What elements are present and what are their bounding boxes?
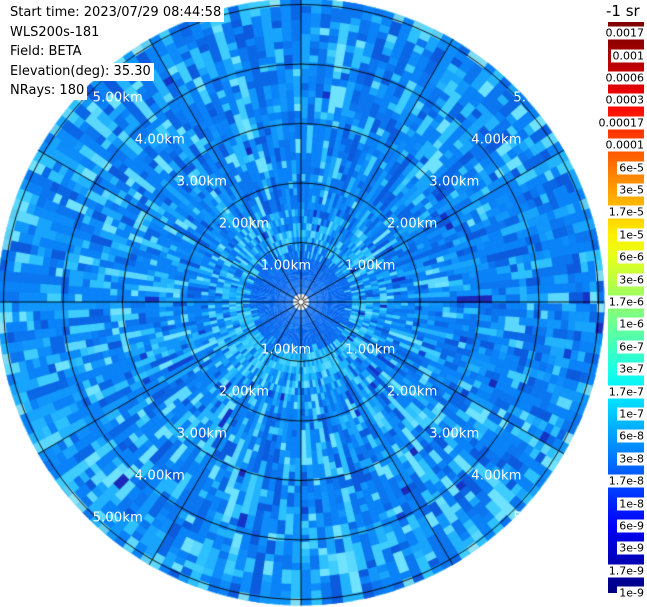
range-ring-label: 1.00km [260,342,312,358]
colorbar-tick: 6e-9 [617,519,646,533]
colorbar-tick: 0.0001 [603,138,646,152]
range-ring-label: 5.00km [92,90,143,106]
colorbar-tick: 1.7e-7 [606,385,646,399]
range-ring-label: 4.00km [471,132,522,148]
colorbar-tick: 1.7e-9 [606,564,646,578]
range-ring-label: 3.00km [429,426,480,442]
colorbar-tick: 1e-9 [617,586,646,600]
range-ring-label: 4.00km [134,468,186,484]
colorbar-tick: 0.001 [610,49,646,63]
colorbar-tick: 0.00017 [596,116,646,130]
colorbar-tick: 3e-6 [617,273,646,287]
colorbar-tick: 3e-7 [617,362,646,376]
scan-info-elevation: Elevation(deg): 35.30 [10,62,154,81]
scan-info-instrument: WLS200s-181 [10,23,103,42]
scan-info-nrays: NRays: 180 [10,82,88,101]
range-ring-label: 2.00km [218,384,270,400]
colorbar-tick: 6e-7 [617,340,646,354]
colorbar-units-title: -1 sr [606,2,640,20]
colorbar-tick: 3e-8 [617,452,646,466]
range-ring-label: 5.00km [92,510,143,526]
range-ring-label: 4.00km [134,132,186,148]
colorbar-tick: 1e-8 [617,497,646,511]
scan-info-block: Start time: 2023/07/29 08:44:58 WLS200s-… [10,4,225,102]
colorbar-tick: 6e-5 [617,161,646,175]
colorbar-tick: 1e-6 [617,317,646,331]
range-ring-label: 3.00km [176,426,228,442]
colorbar-tick: 6e-8 [617,429,646,443]
colorbar-tick: 0.0003 [603,93,646,107]
scan-info-field: Field: BETA [10,43,85,62]
range-ring-label: 5.00km [513,510,564,526]
range-ring-label: 1.00km [260,258,312,274]
range-ring-label: 2.00km [387,384,438,400]
range-ring-label: 4.00km [471,468,522,484]
colorbar-tick: 3e-9 [617,541,646,555]
colorbar-tick: 6e-6 [617,250,646,264]
range-ring-label: 3.00km [429,174,480,190]
range-ring-label: 1.00km [345,342,396,358]
range-ring-label: 2.00km [387,216,438,232]
colorbar-tick: 1.7e-5 [606,205,646,219]
colorbar-tick: 3e-5 [617,183,646,197]
range-ring-label: 3.00km [176,174,228,190]
colorbar-tick: 0.0017 [603,26,646,40]
colorbar-tick: 1e-5 [617,228,646,242]
scan-info-start-time: Start time: 2023/07/29 08:44:58 [10,4,225,23]
colorbar-tick: 0.0006 [603,71,646,85]
colorbar-tick: 1.7e-8 [606,474,646,488]
colorbar-tick: 1.7e-6 [606,295,646,309]
range-ring-label: 2.00km [218,216,270,232]
range-ring-label: 1.00km [345,258,396,274]
colorbar-tick: 1e-7 [617,407,646,421]
range-ring-label: 5.00km [513,90,564,106]
